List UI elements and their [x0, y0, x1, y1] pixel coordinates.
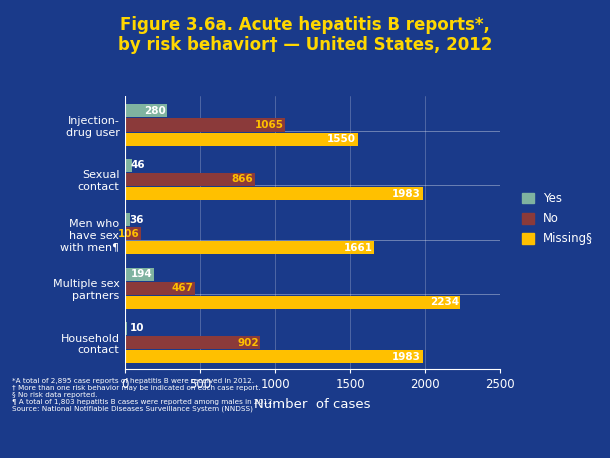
- Text: Figure 3.6a. Acute hepatitis B reports*,: Figure 3.6a. Acute hepatitis B reports*,: [120, 16, 490, 34]
- Bar: [125, 336, 260, 349]
- Bar: [125, 227, 141, 240]
- Bar: [125, 133, 357, 146]
- Text: 46: 46: [131, 160, 145, 170]
- Text: 280: 280: [144, 106, 165, 116]
- Text: 1661: 1661: [344, 243, 373, 253]
- Bar: [125, 104, 167, 117]
- Bar: [125, 296, 461, 309]
- X-axis label: Number  of cases: Number of cases: [254, 398, 371, 411]
- Text: 467: 467: [171, 283, 193, 293]
- Bar: [125, 187, 423, 200]
- Text: 36: 36: [129, 215, 144, 225]
- Bar: [125, 282, 195, 294]
- Bar: [125, 173, 255, 186]
- Text: 1550: 1550: [327, 134, 356, 144]
- Text: 10: 10: [129, 323, 144, 333]
- Legend: Yes, No, Missing§: Yes, No, Missing§: [517, 187, 598, 250]
- Bar: [125, 159, 132, 172]
- Bar: [125, 322, 126, 335]
- Bar: [125, 241, 375, 255]
- Text: 106: 106: [118, 229, 140, 239]
- Text: 902: 902: [237, 338, 259, 348]
- Text: *A total of 2,895 case reports of hepatitis B were received in 2012.
† More than: *A total of 2,895 case reports of hepati…: [12, 378, 275, 412]
- Bar: [125, 350, 423, 363]
- Text: 2234: 2234: [429, 297, 459, 307]
- Text: 194: 194: [131, 269, 152, 279]
- Text: 1983: 1983: [392, 189, 421, 199]
- Text: 866: 866: [232, 174, 254, 185]
- Text: 1065: 1065: [254, 120, 284, 130]
- Text: 1983: 1983: [392, 352, 421, 362]
- Bar: [125, 267, 154, 281]
- Bar: [125, 119, 285, 131]
- Text: by risk behavior† — United States, 2012: by risk behavior† — United States, 2012: [118, 36, 492, 54]
- Bar: [125, 213, 131, 226]
